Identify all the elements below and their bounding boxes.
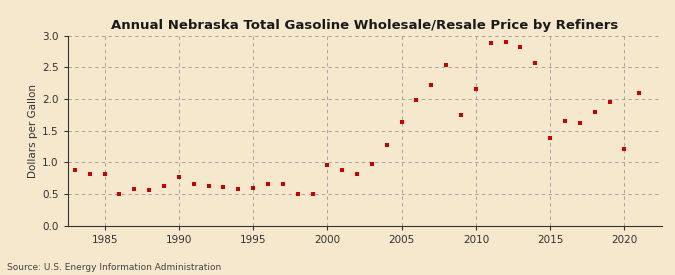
Point bbox=[173, 175, 184, 179]
Point bbox=[337, 168, 348, 172]
Point bbox=[188, 182, 199, 186]
Point bbox=[470, 87, 481, 91]
Point bbox=[248, 185, 259, 190]
Point bbox=[292, 192, 303, 196]
Point bbox=[84, 171, 95, 176]
Point bbox=[560, 119, 570, 123]
Point bbox=[411, 98, 422, 103]
Point bbox=[277, 182, 288, 186]
Point bbox=[233, 187, 244, 191]
Point bbox=[634, 91, 645, 95]
Point bbox=[263, 182, 273, 186]
Point bbox=[396, 120, 407, 125]
Point bbox=[426, 83, 437, 87]
Point bbox=[545, 136, 556, 141]
Point bbox=[70, 168, 80, 172]
Point bbox=[129, 187, 140, 192]
Point bbox=[485, 41, 496, 46]
Point bbox=[530, 61, 541, 65]
Point bbox=[99, 171, 110, 176]
Point bbox=[159, 184, 169, 188]
Point bbox=[604, 100, 615, 104]
Point bbox=[574, 121, 585, 125]
Point bbox=[307, 192, 318, 196]
Y-axis label: Dollars per Gallon: Dollars per Gallon bbox=[28, 84, 38, 178]
Text: Source: U.S. Energy Information Administration: Source: U.S. Energy Information Administ… bbox=[7, 263, 221, 272]
Point bbox=[619, 147, 630, 151]
Point bbox=[352, 171, 362, 176]
Title: Annual Nebraska Total Gasoline Wholesale/Resale Price by Refiners: Annual Nebraska Total Gasoline Wholesale… bbox=[111, 19, 618, 32]
Point bbox=[114, 192, 125, 196]
Point bbox=[456, 113, 466, 118]
Point bbox=[218, 185, 229, 189]
Point bbox=[515, 45, 526, 49]
Point bbox=[500, 40, 511, 44]
Point bbox=[367, 162, 377, 166]
Point bbox=[381, 143, 392, 147]
Point bbox=[322, 163, 333, 167]
Point bbox=[203, 184, 214, 188]
Point bbox=[589, 109, 600, 114]
Point bbox=[441, 63, 452, 67]
Point bbox=[144, 188, 155, 192]
